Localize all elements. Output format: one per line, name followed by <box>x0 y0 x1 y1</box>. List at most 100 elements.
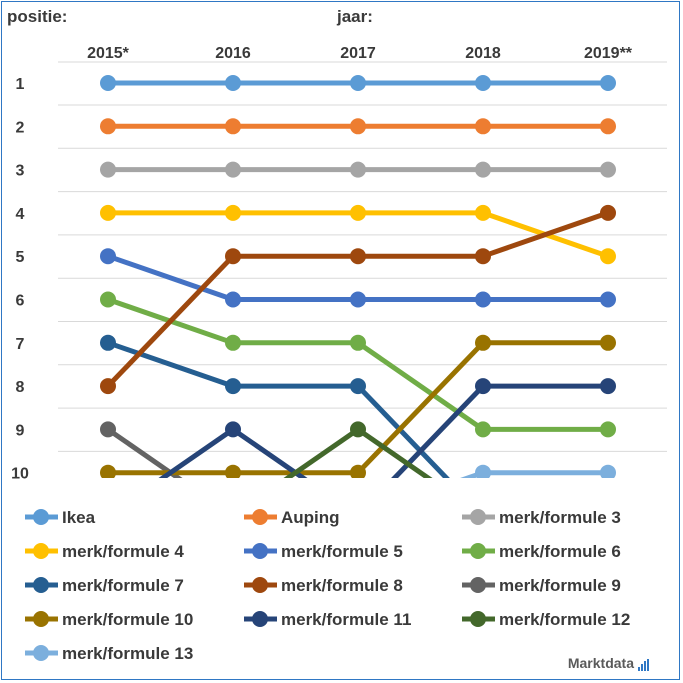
series-1-point <box>225 75 241 91</box>
series-5-line-segment <box>107 253 234 302</box>
y-tick-label: 8 <box>16 379 25 396</box>
series-2-point <box>475 118 491 135</box>
series-12-point <box>350 421 366 438</box>
series-9-point <box>100 421 116 438</box>
series-10-point <box>225 464 241 478</box>
x-tick-label: 2019** <box>584 45 633 62</box>
series-3-point <box>600 161 616 178</box>
series-8-point <box>475 248 491 265</box>
series-6-point <box>350 334 366 351</box>
legend-label: merk/formule 8 <box>281 576 403 595</box>
series-5-point <box>475 291 491 308</box>
legend-swatch-marker <box>33 543 49 559</box>
logo-text: Marktdata <box>567 655 634 671</box>
series-13-point <box>600 464 616 478</box>
series-6-point <box>225 334 241 351</box>
series-4-point <box>225 204 241 221</box>
plot-area <box>100 75 616 478</box>
legend-swatch-marker <box>470 543 486 559</box>
legend-swatch-marker <box>470 611 486 627</box>
series-10-point <box>600 334 616 351</box>
series-4-point <box>475 204 491 221</box>
series-5-point <box>350 291 366 308</box>
series-12-line-stub <box>356 427 433 478</box>
legend-swatch-marker <box>252 611 268 627</box>
y-tick-label: 9 <box>16 422 25 439</box>
series-5-point <box>225 291 241 308</box>
series-5-point <box>600 291 616 308</box>
series-10-point <box>350 464 366 478</box>
legend-label: merk/formule 6 <box>499 542 621 561</box>
series-8-point <box>225 248 241 265</box>
series-1-point <box>350 75 366 91</box>
legend-label: merk/formule 4 <box>62 542 184 561</box>
series-2-point <box>350 118 366 135</box>
series-8-point <box>100 378 116 395</box>
series-10-line-segment <box>356 341 485 475</box>
legend-label: merk/formule 12 <box>499 610 630 629</box>
x-tick-label: 2015* <box>87 45 130 62</box>
series-3-point <box>350 161 366 178</box>
legend-label: merk/formule 5 <box>281 542 403 561</box>
legend-swatch-marker <box>33 611 49 627</box>
series-13-line-stub <box>460 470 484 478</box>
series-7-line-segment <box>107 340 234 389</box>
legend-swatch-marker <box>252 577 268 593</box>
series-4-point <box>100 204 116 221</box>
series-11-line-stub <box>391 384 485 478</box>
series-2-point <box>600 118 616 135</box>
x-axis-label: jaar: <box>337 7 373 26</box>
legend-label: Auping <box>281 508 340 527</box>
series-3-point <box>475 161 491 178</box>
series-1-point <box>475 75 491 91</box>
legend-swatch-marker <box>252 509 268 525</box>
series-2-point <box>100 118 116 135</box>
legend-swatch-marker <box>33 509 49 525</box>
series-10-point <box>475 334 491 351</box>
y-tick-label: 7 <box>16 336 25 353</box>
y-tick-label: 1 <box>16 76 25 93</box>
series-1-point <box>600 75 616 91</box>
x-tick-label: 2017 <box>340 45 376 62</box>
series-11-point <box>475 378 491 395</box>
series-11-point <box>225 421 241 438</box>
x-tick-label: 2016 <box>215 45 251 62</box>
series-4-point <box>600 248 616 265</box>
y-tick-label: 5 <box>16 249 25 266</box>
series-11-point <box>600 378 616 395</box>
series-6-line-segment <box>356 340 485 432</box>
marktdata-logo: Marktdata <box>568 655 649 671</box>
series-13-point <box>475 464 491 478</box>
logo-bars-icon <box>637 659 649 671</box>
series-7-point <box>100 334 116 351</box>
series-5-point <box>100 248 116 265</box>
legend-label: merk/formule 9 <box>499 576 621 595</box>
legend-label: Ikea <box>62 508 96 527</box>
series-6-point <box>600 421 616 438</box>
legend-label: merk/formule 11 <box>281 610 411 629</box>
y-tick-label: 10 <box>11 466 29 483</box>
legend-swatch-marker <box>470 509 486 525</box>
y-axis-label: positie: <box>7 7 68 26</box>
series-1-point <box>100 75 116 91</box>
series-11-line-stub <box>158 427 235 478</box>
legend-label: merk/formule 10 <box>62 610 193 629</box>
x-tick-label: 2018 <box>465 45 501 62</box>
series-7-point <box>225 378 241 395</box>
series-6-point <box>475 421 491 438</box>
series-6-point <box>100 291 116 308</box>
series-7-point <box>350 378 366 395</box>
legend-swatch-marker <box>33 577 49 593</box>
legend-label: merk/formule 7 <box>62 576 184 595</box>
legend-label: merk/formule 3 <box>499 508 621 527</box>
y-tick-label: 4 <box>16 206 25 223</box>
series-2-point <box>225 118 241 135</box>
series-3-point <box>225 161 241 178</box>
legend-swatch-marker <box>470 577 486 593</box>
series-8-point <box>600 204 616 221</box>
legend-label: merk/formule 13 <box>62 644 193 663</box>
series-8-line-segment <box>482 210 609 259</box>
series-8-point <box>350 248 366 265</box>
y-tick-label: 2 <box>16 119 25 136</box>
